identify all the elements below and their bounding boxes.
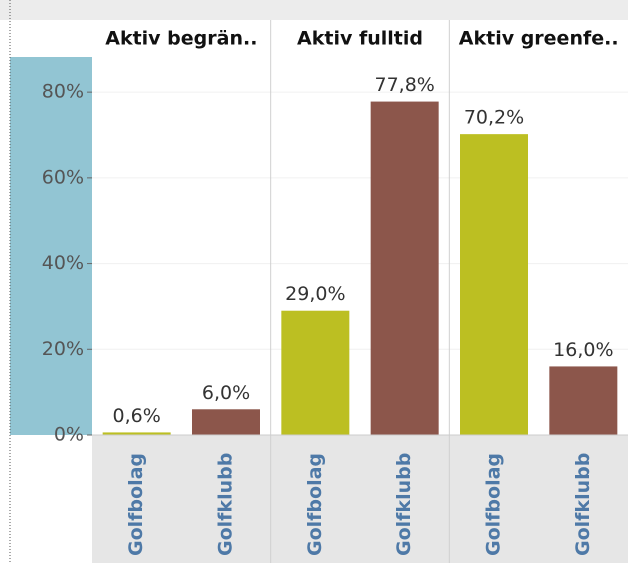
y-tick-label: 60% xyxy=(42,166,84,188)
value-label: 16,0% xyxy=(553,339,613,361)
panel-header: Aktiv fulltid xyxy=(297,28,423,50)
x-label-band xyxy=(92,435,628,563)
bar xyxy=(192,409,260,435)
bar xyxy=(549,366,618,435)
x-tick-label: Golfklubb xyxy=(215,453,237,556)
x-tick-label: Golfklubb xyxy=(393,453,415,556)
bar xyxy=(370,101,439,436)
x-tick-label: Golfbolag xyxy=(483,453,505,556)
y-tick-label: 20% xyxy=(42,338,84,360)
top-band xyxy=(0,0,628,20)
x-tick-label: Golfklubb xyxy=(572,453,594,556)
x-tick-label: Golfbolag xyxy=(304,453,326,556)
bar xyxy=(460,134,528,435)
y-tick-label: 0% xyxy=(54,424,84,446)
panel-header: Aktiv greenfe.. xyxy=(459,28,619,50)
header-band xyxy=(92,20,628,57)
y-tick-label: 80% xyxy=(42,81,84,103)
value-label: 6,0% xyxy=(202,382,250,404)
value-label: 70,2% xyxy=(464,107,524,129)
value-label: 29,0% xyxy=(285,283,345,305)
value-label: 77,8% xyxy=(374,74,434,96)
y-axis-panel xyxy=(10,57,92,435)
bar xyxy=(281,310,350,435)
x-tick-label: Golfbolag xyxy=(125,453,147,556)
bar xyxy=(102,432,171,435)
y-tick-label: 40% xyxy=(42,252,84,274)
value-label: 0,6% xyxy=(113,405,161,427)
panel-header: Aktiv begrän.. xyxy=(105,28,257,50)
